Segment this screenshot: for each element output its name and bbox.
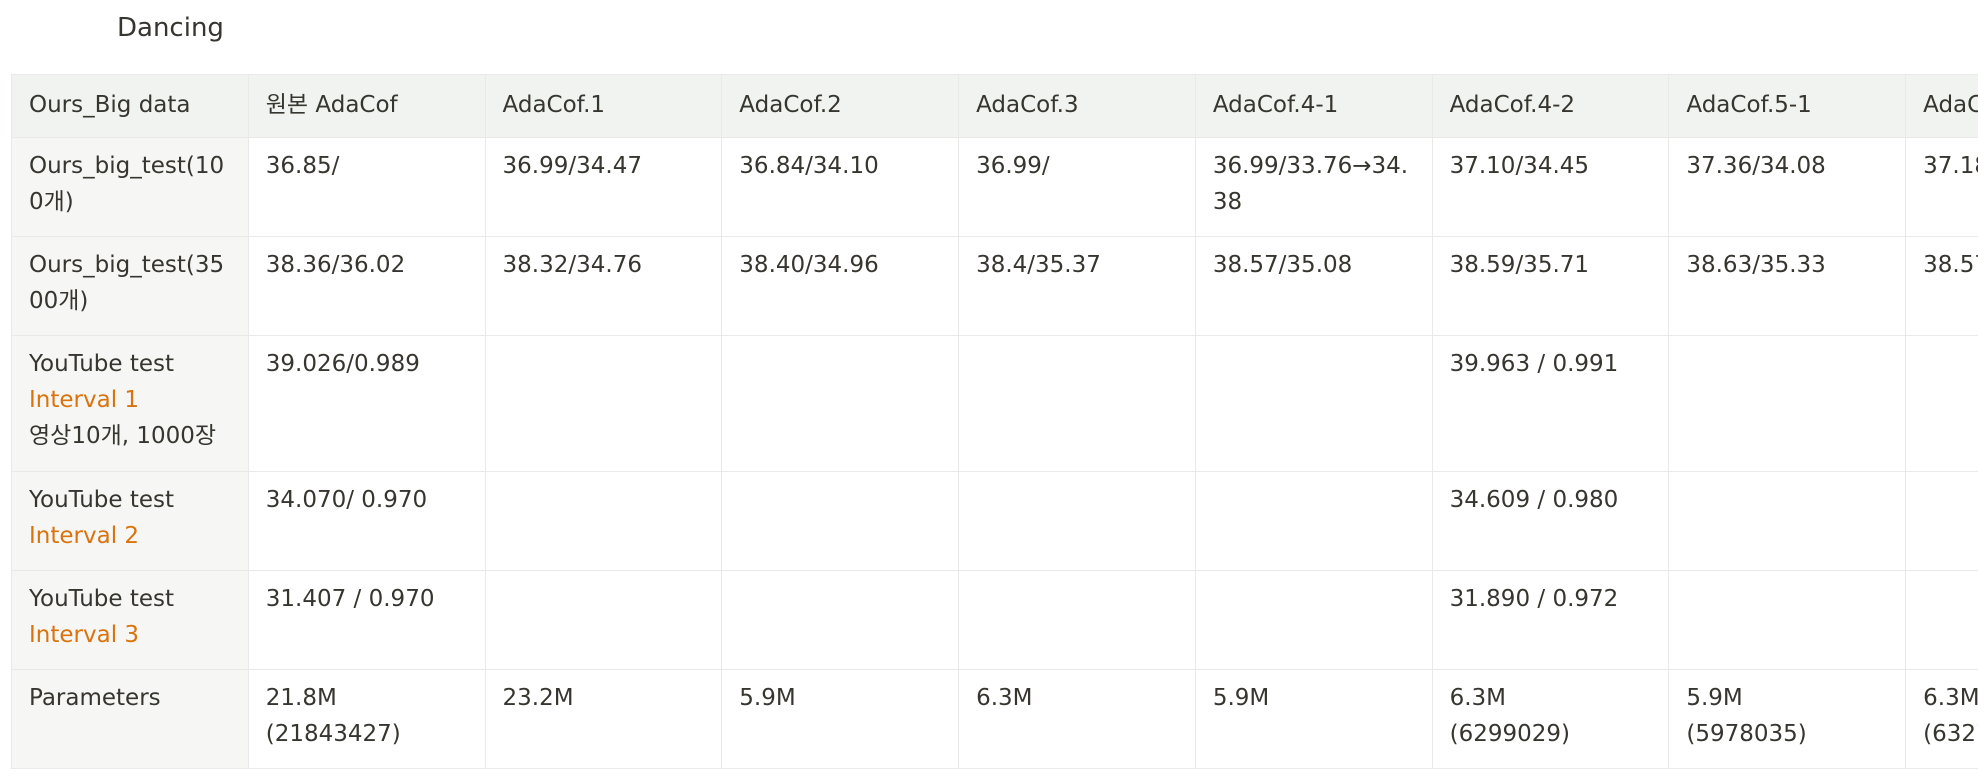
- table-cell[interactable]: 5.9M: [1194, 669, 1433, 769]
- param-count: (6299029): [1449, 721, 1570, 747]
- row-header-label: Ours_big_test(100개): [29, 153, 225, 215]
- table-row: YouTube test Interval 1 영상10개, 1000장 39.…: [11, 335, 1978, 472]
- row-header-label: Ours_big_test(3500개): [29, 252, 225, 314]
- table-cell[interactable]: 38.32/34.76: [484, 236, 723, 336]
- table-cell[interactable]: 36.85/: [247, 137, 486, 237]
- table-cell[interactable]: 36.99/34.47: [484, 137, 723, 237]
- row-header-note: 영상10개, 1000장: [29, 423, 217, 449]
- param-value: 5.9M: [1686, 685, 1743, 711]
- table-cell[interactable]: 37.18/34.74: [1905, 137, 1978, 237]
- column-header[interactable]: AdaCof.3: [958, 74, 1196, 138]
- param-count: (6327715): [1923, 721, 1978, 747]
- table-cell[interactable]: [721, 570, 960, 670]
- table-cell[interactable]: [1905, 471, 1978, 571]
- table-cell[interactable]: [484, 471, 723, 571]
- param-count: (21843427): [265, 721, 401, 747]
- highlighted-cell[interactable]: 34.609 / 0.980: [1431, 471, 1670, 571]
- row-header-cell[interactable]: YouTube test Interval 3: [11, 570, 249, 670]
- row-header-cell[interactable]: Parameters: [11, 669, 249, 769]
- row-header-label: Parameters: [29, 685, 161, 711]
- table-cell[interactable]: [721, 335, 960, 472]
- param-value: 6.3M: [976, 685, 1033, 711]
- param-value: 6.3M: [1449, 685, 1507, 711]
- table-header-row: Ours_Big data 원본 AdaCof AdaCof.1 AdaCof.…: [11, 74, 1978, 138]
- highlighted-cell[interactable]: 31.890 / 0.972: [1431, 570, 1670, 670]
- table-cell[interactable]: 36.99/33.76→34.38: [1194, 137, 1433, 237]
- table-cell[interactable]: [484, 335, 723, 472]
- table-cell[interactable]: 36.84/34.10: [721, 137, 960, 237]
- highlighted-cell[interactable]: 39.963 / 0.991: [1431, 335, 1670, 472]
- table-cell[interactable]: 38.57/36.09: [1905, 236, 1978, 336]
- interval-label: Interval 2: [29, 523, 140, 549]
- table-cell[interactable]: 5.9M: [721, 669, 960, 769]
- param-value: 23.2M: [502, 685, 574, 711]
- table-cell[interactable]: 38.36/36.02: [247, 236, 486, 336]
- table-cell[interactable]: 37.10/34.45: [1431, 137, 1670, 237]
- row-header-cell[interactable]: Ours_big_test(100개): [11, 137, 249, 237]
- table-cell[interactable]: 6.3M: [958, 669, 1196, 769]
- column-header[interactable]: 원본 AdaCof: [247, 74, 486, 138]
- column-header[interactable]: Ours_Big data: [11, 74, 249, 138]
- table-cell[interactable]: [958, 471, 1196, 571]
- table-cell[interactable]: 34.070/ 0.970: [247, 471, 486, 571]
- table-cell[interactable]: 31.407 / 0.970: [247, 570, 486, 670]
- table-cell[interactable]: 5.9M (5978035): [1668, 669, 1907, 769]
- table-cell[interactable]: [484, 570, 723, 670]
- table-cell[interactable]: 36.99/: [958, 137, 1196, 237]
- table-row: Parameters 21.8M (21843427) 23.2M 5.9M 6.…: [11, 669, 1978, 769]
- table-cell[interactable]: [1668, 335, 1907, 472]
- interval-label: Interval 1: [29, 387, 140, 413]
- param-value: 21.8M: [265, 685, 337, 711]
- table-cell[interactable]: [1668, 471, 1907, 571]
- table-cell[interactable]: [1668, 570, 1907, 670]
- table-cell[interactable]: 38.63/35.33: [1668, 236, 1907, 336]
- param-value: 6.3M: [1923, 685, 1978, 711]
- table-row: YouTube test Interval 3 31.407 / 0.970 3…: [11, 570, 1978, 670]
- table-cell[interactable]: 21.8M (21843427): [247, 669, 486, 769]
- table-cell[interactable]: 6.3M (6299029): [1431, 669, 1670, 769]
- column-header[interactable]: AdaCof.1: [484, 74, 723, 138]
- table-cell[interactable]: 38.4/35.37: [958, 236, 1196, 336]
- table-cell[interactable]: [1905, 570, 1978, 670]
- column-header[interactable]: AdaCof.5-2: [1905, 74, 1978, 138]
- param-value: 5.9M: [739, 685, 796, 711]
- table-row: Ours_big_test(100개) 36.85/ 36.99/34.47 3…: [11, 137, 1978, 237]
- interval-label: Interval 3: [29, 622, 140, 648]
- table-cell[interactable]: [1194, 570, 1433, 670]
- table-cell[interactable]: 37.36/34.08: [1668, 137, 1907, 237]
- table-cell[interactable]: 38.57/35.08: [1194, 236, 1433, 336]
- results-table-container: Ours_Big data 원본 AdaCof AdaCof.1 AdaCof.…: [11, 74, 1978, 776]
- row-header-cell[interactable]: YouTube test Interval 1 영상10개, 1000장: [11, 335, 249, 472]
- page-title: Dancing: [117, 13, 224, 43]
- table-cell[interactable]: [1194, 335, 1433, 472]
- param-count: (5978035): [1686, 721, 1807, 747]
- column-header[interactable]: AdaCof.4-1: [1194, 74, 1433, 138]
- column-header[interactable]: AdaCof.4-2: [1431, 74, 1670, 138]
- table-cell[interactable]: 23.2M: [484, 669, 723, 769]
- row-header-cell[interactable]: YouTube test Interval 2: [11, 471, 249, 571]
- table-cell[interactable]: 6.3M (6327715): [1905, 669, 1978, 769]
- table-row: Ours_big_test(3500개) 38.36/36.02 38.32/3…: [11, 236, 1978, 336]
- param-value: 5.9M: [1212, 685, 1270, 711]
- table-cell[interactable]: [1905, 335, 1978, 472]
- table-cell[interactable]: 39.026/0.989: [247, 335, 486, 472]
- table-cell[interactable]: 38.59/35.71: [1431, 236, 1670, 336]
- row-header-cell[interactable]: Ours_big_test(3500개): [11, 236, 249, 336]
- results-table: Ours_Big data 원본 AdaCof AdaCof.1 AdaCof.…: [11, 74, 1978, 769]
- column-header[interactable]: AdaCof.5-1: [1668, 74, 1907, 138]
- row-header-label: YouTube test: [29, 586, 175, 612]
- table-cell[interactable]: [958, 570, 1196, 670]
- table-cell[interactable]: [721, 471, 960, 571]
- table-cell[interactable]: 38.40/34.96: [721, 236, 960, 336]
- column-header[interactable]: AdaCof.2: [721, 74, 960, 138]
- row-header-label: YouTube test: [29, 487, 175, 513]
- table-cell[interactable]: [1194, 471, 1433, 571]
- table-row: YouTube test Interval 2 34.070/ 0.970 34…: [11, 471, 1978, 571]
- row-header-label: YouTube test: [29, 351, 175, 377]
- table-cell[interactable]: [958, 335, 1196, 472]
